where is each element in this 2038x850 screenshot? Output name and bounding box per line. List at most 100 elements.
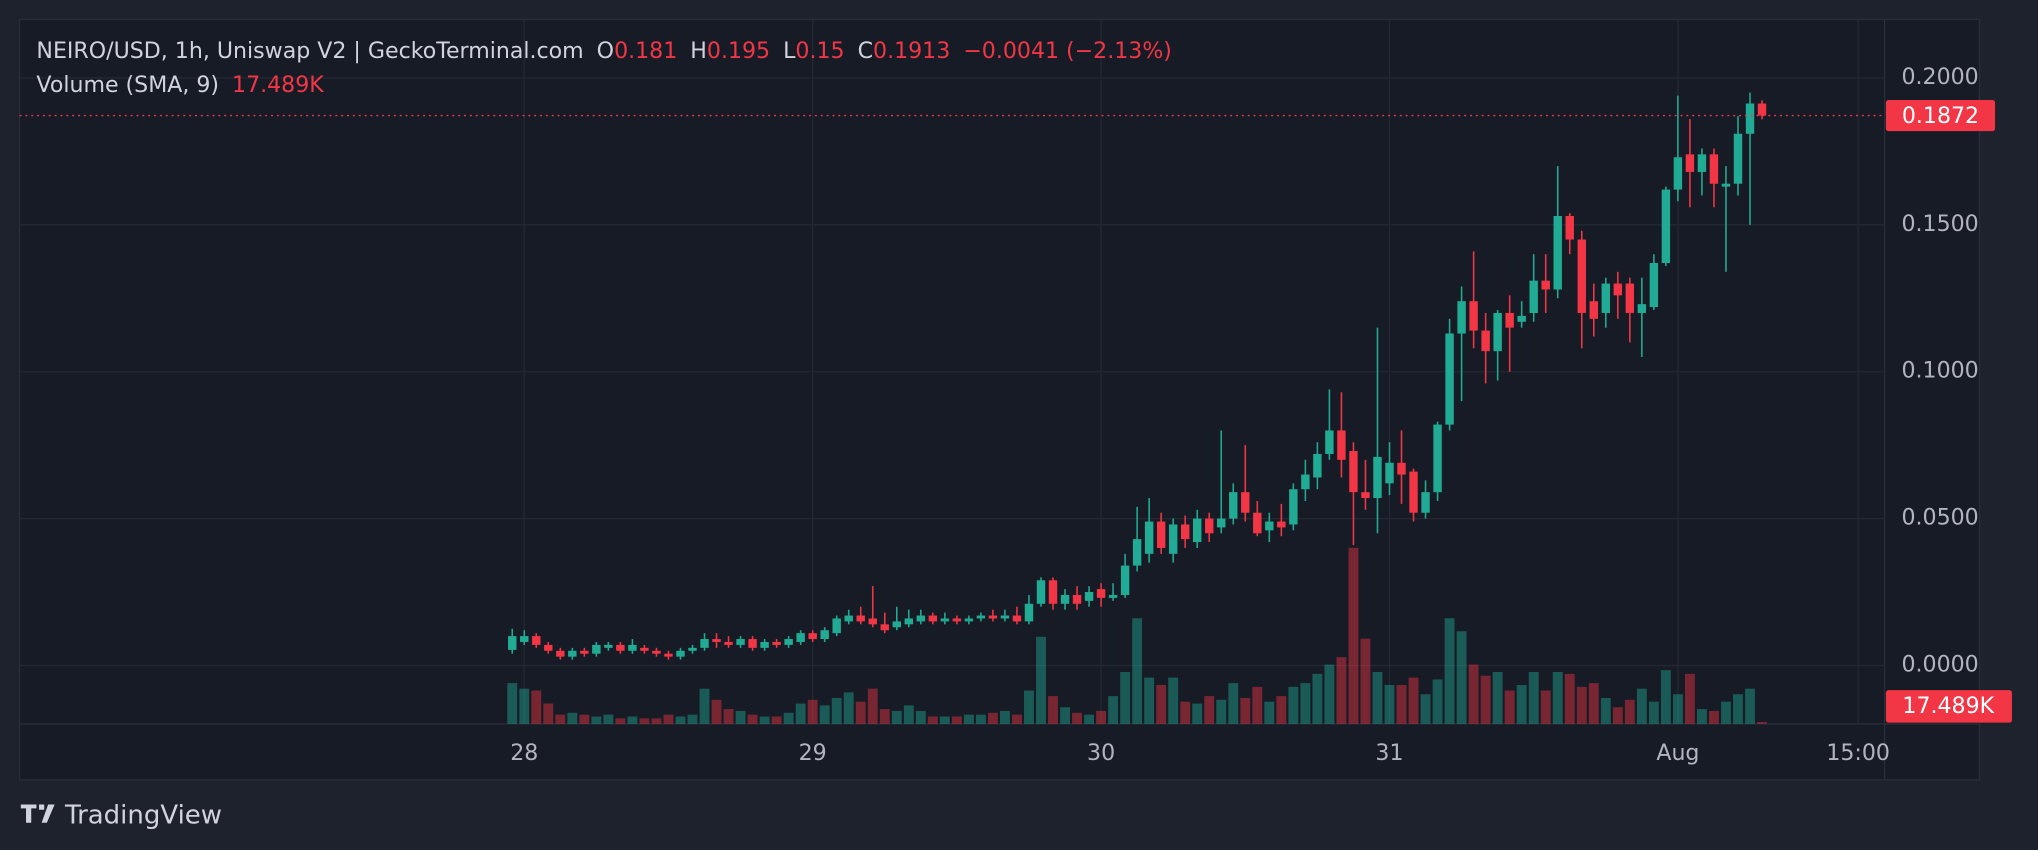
candle-body bbox=[1168, 524, 1178, 554]
volume-bar bbox=[855, 701, 866, 724]
volume-bar bbox=[1721, 701, 1731, 724]
candle-body bbox=[1685, 154, 1695, 172]
volume-bar bbox=[1324, 664, 1335, 724]
last-price-label: 0.1872 bbox=[1902, 103, 1979, 129]
volume-bar bbox=[1084, 714, 1094, 724]
volume-bar bbox=[1096, 710, 1107, 724]
y-tick-label: 0.2000 bbox=[1901, 64, 1978, 90]
volume-bar bbox=[1132, 618, 1143, 724]
close-label: C bbox=[858, 38, 873, 64]
candle-body bbox=[1108, 594, 1118, 598]
candle-body bbox=[1757, 103, 1767, 116]
candle-body bbox=[532, 636, 541, 645]
volume-bar bbox=[555, 714, 566, 724]
volume-bar bbox=[879, 709, 890, 724]
candle-body bbox=[1409, 471, 1418, 513]
x-tick-label: 28 bbox=[510, 740, 538, 766]
low-value: 0.15 bbox=[795, 38, 844, 64]
candle-body bbox=[1457, 301, 1466, 334]
candle-body bbox=[1637, 304, 1647, 313]
volume-bar bbox=[951, 716, 962, 724]
volume-bar bbox=[579, 714, 590, 724]
candle-body bbox=[1709, 154, 1719, 184]
volume-bar bbox=[1648, 701, 1659, 724]
volume-bar bbox=[1504, 690, 1515, 724]
candle-body bbox=[1048, 580, 1058, 604]
candle-body bbox=[976, 615, 986, 619]
volume-bar bbox=[1240, 697, 1251, 724]
volume-bar bbox=[1300, 683, 1311, 724]
volume-bar bbox=[915, 710, 926, 724]
volume-bar bbox=[1036, 636, 1046, 724]
volume-bar bbox=[1624, 699, 1635, 724]
volume-bar bbox=[1372, 672, 1383, 724]
candle-body bbox=[1373, 456, 1382, 499]
volume-bar bbox=[759, 716, 770, 724]
candle-body bbox=[988, 615, 998, 619]
candle-body bbox=[1084, 592, 1094, 601]
volume-bar bbox=[1072, 712, 1082, 724]
volume-bar bbox=[603, 714, 614, 724]
volume-bar bbox=[1709, 710, 1719, 724]
volume-bar bbox=[987, 712, 998, 724]
candle-body bbox=[868, 618, 877, 625]
volume-bar bbox=[1288, 686, 1299, 724]
candle-body bbox=[904, 618, 914, 625]
volume-bar bbox=[1012, 714, 1022, 724]
volume-bar bbox=[567, 712, 578, 724]
candle-body bbox=[520, 636, 529, 642]
y-tick-label: 0.1500 bbox=[1901, 211, 1978, 237]
candle-body bbox=[688, 647, 697, 651]
volume-bar bbox=[1060, 707, 1070, 724]
candle-body bbox=[880, 624, 889, 631]
volume-bar bbox=[1276, 696, 1287, 724]
volume-bar bbox=[735, 710, 746, 724]
candle-body bbox=[1180, 524, 1190, 540]
volume-bar bbox=[1384, 685, 1395, 724]
volume-bar bbox=[663, 714, 674, 724]
candle-body bbox=[808, 633, 817, 640]
volume-bar bbox=[927, 716, 938, 724]
candle-body bbox=[1337, 430, 1346, 460]
candle-body bbox=[1469, 301, 1478, 331]
volume-bar bbox=[531, 690, 542, 724]
candle-body bbox=[1205, 518, 1214, 534]
candle-body bbox=[700, 639, 709, 648]
volume-bar bbox=[795, 703, 806, 724]
candle-body bbox=[1253, 512, 1262, 534]
candle-body bbox=[1517, 315, 1526, 322]
candle-body bbox=[1217, 518, 1226, 528]
brand: TradingView bbox=[20, 801, 222, 831]
volume-bar bbox=[1757, 722, 1767, 724]
volume-bar bbox=[1120, 672, 1131, 724]
candle-body bbox=[760, 641, 769, 648]
volume-bar bbox=[1733, 694, 1743, 724]
candle-body bbox=[1361, 492, 1370, 499]
candle-body bbox=[928, 615, 938, 622]
candle-body bbox=[676, 650, 685, 657]
candle-body bbox=[1433, 424, 1442, 493]
candle-body bbox=[1036, 580, 1046, 604]
candle-body bbox=[1132, 539, 1142, 566]
volume-bar bbox=[1216, 699, 1227, 724]
y-tick-label: 0.0500 bbox=[1901, 505, 1978, 531]
volume-bar bbox=[639, 718, 650, 724]
volume-bar bbox=[1420, 694, 1431, 724]
volume-bar bbox=[543, 703, 554, 724]
chart-frame bbox=[18, 18, 1981, 781]
volume-bar bbox=[711, 699, 722, 724]
candle-body bbox=[1000, 615, 1010, 619]
candles bbox=[508, 92, 1767, 660]
candle-body bbox=[1012, 615, 1022, 622]
volume-tag-label: 17.489K bbox=[1902, 693, 1994, 719]
volume-bar bbox=[975, 714, 986, 724]
candle-body bbox=[1577, 239, 1586, 313]
volume-bar bbox=[519, 688, 530, 724]
candle-body bbox=[1589, 301, 1598, 319]
volume-bar bbox=[819, 705, 830, 724]
volume-bar bbox=[1540, 690, 1551, 724]
volume-bar bbox=[1600, 697, 1611, 724]
candle-body bbox=[712, 639, 721, 642]
candle-body bbox=[616, 644, 625, 651]
candle-body bbox=[724, 641, 733, 645]
